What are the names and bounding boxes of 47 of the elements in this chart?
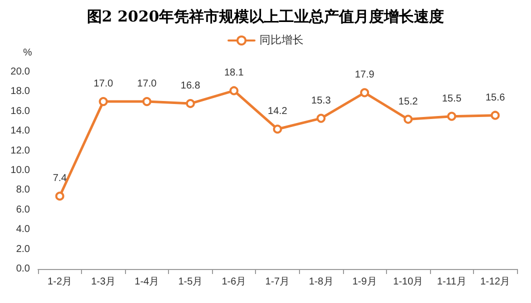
y-axis-title: % [23, 48, 32, 58]
y-tick-label: 6.0 [16, 204, 30, 216]
y-tick-label: 18.0 [10, 86, 30, 98]
point [490, 110, 500, 120]
point [229, 86, 238, 96]
data-label: 16.8 [180, 80, 201, 92]
legend-label: 同比增长 [260, 34, 304, 46]
data-label: 7.4 [52, 173, 68, 184]
y-tick-label: 8.0 [16, 184, 30, 196]
chart-title: 图2 2020年凭祥市规模以上工业总产值月度增长速度 [86, 8, 444, 26]
point [273, 124, 282, 134]
x-tick-label: 1-10月 [393, 276, 424, 288]
data-label: 17.0 [137, 78, 158, 90]
y-tick-label: 0.0 [16, 264, 30, 274]
data-label: 15.5 [442, 93, 462, 104]
point [142, 97, 152, 106]
y-tick-label: 14.0 [10, 126, 30, 137]
x-tick-label: 1-7月 [265, 276, 290, 288]
y-tick-label: 2.0 [16, 244, 30, 255]
data-label: 17.0 [94, 78, 114, 90]
y-tick-label: 12.0 [10, 145, 30, 156]
x-tick-label: 1-3月 [91, 276, 116, 288]
data-label: 15.2 [398, 96, 418, 108]
x-tick-label: 1-5月 [178, 276, 203, 288]
data-label: 14.2 [268, 106, 288, 118]
y-tick-label: 20.0 [10, 66, 30, 78]
x-tick-label: 1-8月 [308, 276, 334, 288]
point [447, 112, 456, 121]
x-tick-label: 1-11月 [437, 276, 466, 288]
y-tick-label: 16.0 [10, 106, 30, 117]
point [404, 114, 413, 124]
point [186, 99, 195, 108]
point [55, 192, 64, 201]
point [360, 88, 370, 98]
y-tick-label: 10.0 [10, 165, 30, 176]
data-label: 15.6 [485, 92, 506, 104]
y-tick-label: 4.0 [16, 224, 30, 236]
point [316, 114, 326, 123]
data-label: 17.9 [354, 70, 375, 81]
x-tick-label: 1-9月 [352, 276, 377, 288]
x-tick-label: 1-12月 [480, 276, 510, 288]
data-label: 15.3 [311, 95, 332, 106]
data-label: 18.1 [224, 68, 244, 79]
x-tick-label: 1-6月 [222, 276, 246, 288]
point [98, 97, 108, 106]
x-tick-label: 1-2月 [48, 276, 72, 288]
x-tick-label: 1-4月 [134, 276, 160, 288]
